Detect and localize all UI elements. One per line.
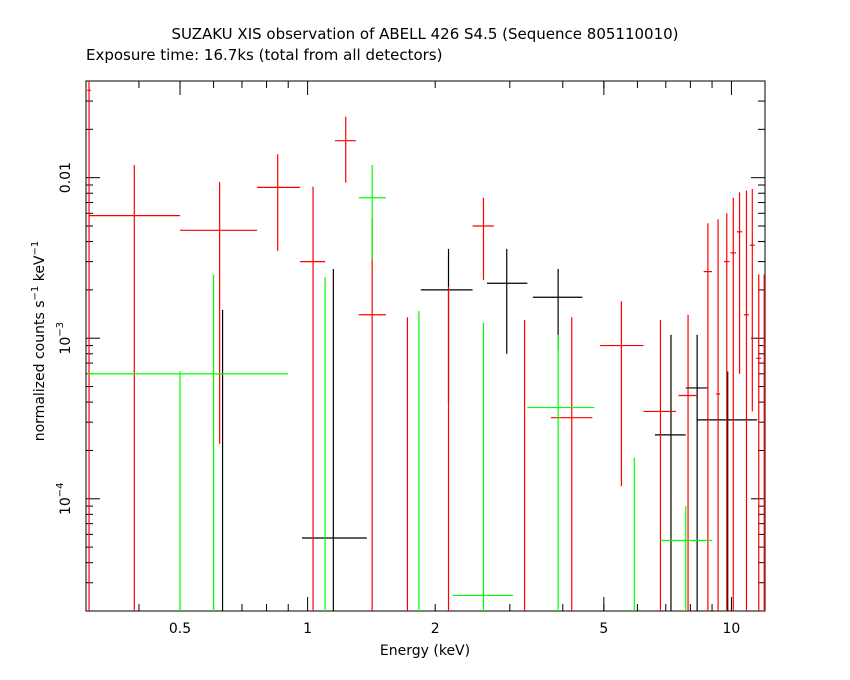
- data-point: [723, 213, 730, 611]
- chart-subtitle: Exposure time: 16.7ks (total from all de…: [86, 46, 442, 64]
- svg-text:10−3: 10−3: [55, 322, 74, 355]
- svg-text:10−4: 10−4: [55, 482, 74, 515]
- data-point: [736, 192, 743, 374]
- data-point: [472, 197, 494, 281]
- x-axis-label: Energy (keV): [380, 643, 470, 659]
- data-point: [600, 301, 644, 487]
- data-series: [87, 81, 765, 611]
- data-point: [302, 268, 367, 611]
- data-point: [678, 314, 698, 611]
- y-axis: 10−4 10−3 0.01: [55, 80, 765, 612]
- x-tick-label: 1: [303, 621, 312, 637]
- data-point: [257, 154, 301, 251]
- data-point: [749, 188, 755, 412]
- data-point: [703, 223, 713, 611]
- y-tick-label: 0.01: [58, 162, 74, 193]
- chart-title: SUZAKU XIS observation of ABELL 426 S4.5…: [171, 25, 678, 43]
- data-point: [716, 219, 721, 611]
- x-tick-label: 2: [431, 621, 440, 637]
- data-point: [420, 248, 473, 403]
- x-axis: 0.5 1 2 5 10: [85, 81, 741, 637]
- series-red: [87, 81, 765, 611]
- y-tick-label: 10−3: [55, 322, 74, 355]
- y-tick-label: 10−4: [55, 482, 74, 515]
- y-axis-label: normalized counts s−1 keV−1: [30, 241, 48, 442]
- data-point: [762, 274, 765, 611]
- data-point: [180, 181, 258, 444]
- data-point: [654, 334, 686, 611]
- svg-text:0.01: 0.01: [58, 162, 74, 193]
- data-point: [550, 317, 593, 611]
- plot-border: [85, 80, 766, 612]
- x-tick-label: 10: [723, 621, 741, 637]
- data-point: [87, 371, 289, 611]
- data-point: [358, 164, 386, 260]
- data-point: [334, 116, 356, 183]
- plot-frame: [85, 80, 766, 612]
- data-point: [452, 322, 513, 611]
- data-point: [756, 274, 762, 611]
- data-point: [730, 197, 736, 611]
- x-tick-label: 0.5: [169, 621, 191, 637]
- data-point: [486, 248, 528, 354]
- series-black: [221, 248, 758, 611]
- x-tick-label: 5: [599, 621, 608, 637]
- data-point: [685, 334, 708, 611]
- series-green: [87, 164, 713, 611]
- data-point: [300, 186, 326, 611]
- data-point: [527, 334, 595, 611]
- data-point: [743, 190, 749, 611]
- data-point: [660, 506, 713, 611]
- data-point: [89, 164, 181, 611]
- data-point: [358, 218, 386, 611]
- data-point: [643, 319, 677, 611]
- data-point: [87, 81, 91, 611]
